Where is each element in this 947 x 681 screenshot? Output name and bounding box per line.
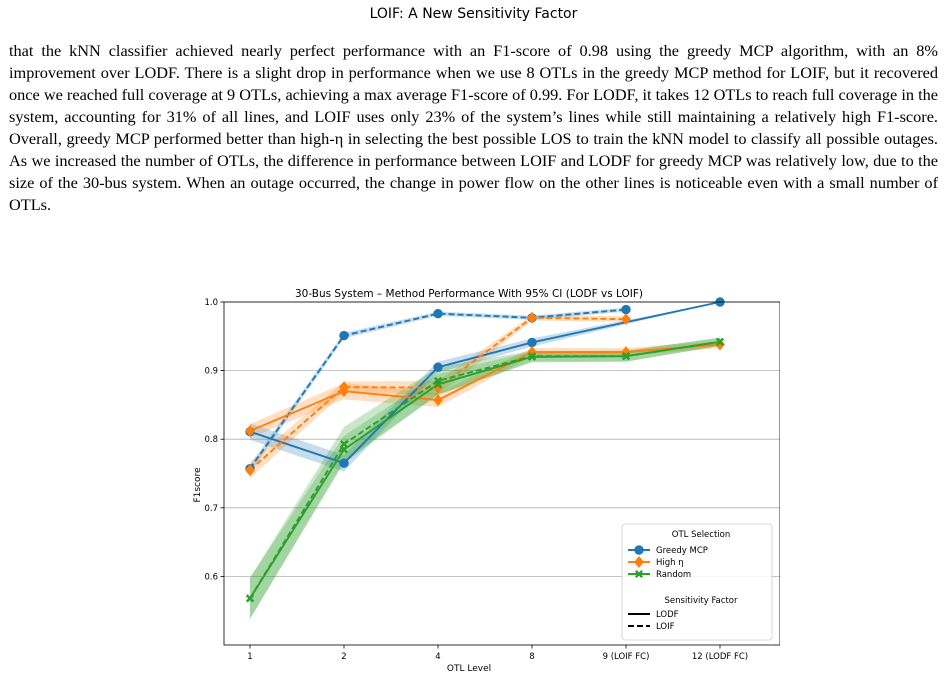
- legend-marker: [634, 545, 644, 555]
- y-tick-label: 0.8: [204, 435, 218, 445]
- data-point: [715, 338, 725, 351]
- ci-band: [250, 302, 720, 472]
- legend-label: Greedy MCP: [656, 546, 708, 556]
- series-line: [249, 308, 627, 470]
- series-line: [249, 343, 721, 432]
- chart: 30-Bus System – Method Performance With …: [193, 288, 781, 674]
- data-point: [339, 439, 349, 449]
- running-header: LOIF: A New Sensitivity Factor: [369, 6, 578, 22]
- legend-marker: [634, 569, 644, 579]
- data-point: [245, 594, 255, 603]
- data-point: [621, 313, 631, 326]
- data-point: [433, 308, 443, 319]
- x-tick-label: 9 (LOIF FC): [603, 652, 650, 662]
- x-tick-label: 12 (LODF FC): [692, 652, 748, 662]
- y-axis-label: F1score: [193, 467, 203, 503]
- x-axis-label: OTL Level: [447, 664, 491, 674]
- x-tick-label: 1: [247, 652, 252, 662]
- x-tick-label: 4: [435, 652, 440, 662]
- data-point: [433, 394, 443, 407]
- data-point: [527, 311, 537, 324]
- legend-box: [621, 523, 773, 641]
- y-tick-label: 0.7: [204, 504, 218, 514]
- legend-subtitle: Sensitivity Factor: [665, 596, 738, 606]
- legend-label: LODF: [656, 610, 679, 620]
- data-point: [433, 376, 443, 385]
- x-tick-label: 8: [529, 652, 534, 662]
- data-point: [339, 330, 349, 341]
- data-point: [527, 337, 537, 348]
- data-point: [715, 337, 725, 346]
- legend-label: LOIF: [656, 622, 675, 632]
- data-point: [245, 424, 255, 437]
- data-point: [527, 352, 537, 361]
- y-tick-label: 1.0: [204, 298, 218, 308]
- data-point: [245, 464, 255, 477]
- data-point: [339, 458, 349, 468]
- legend-label: High η: [656, 558, 684, 568]
- y-tick-label: 0.6: [204, 572, 218, 582]
- series-line: [249, 340, 721, 599]
- figure: 30-Bus System – Method Performance With …: [180, 278, 781, 676]
- legend-marker: [634, 556, 644, 568]
- body-paragraph: that the kNN classifier achieved nearly …: [9, 41, 938, 214]
- legend-title: OTL Selection: [672, 530, 731, 540]
- chart-title: 30-Bus System – Method Performance With …: [295, 288, 643, 300]
- data-point: [621, 304, 631, 315]
- data-point: [433, 362, 443, 372]
- y-tick-label: 0.9: [204, 367, 218, 377]
- x-tick-label: 2: [341, 652, 346, 662]
- data-point: [339, 381, 349, 394]
- legend-label: Random: [656, 570, 691, 580]
- data-point: [621, 352, 631, 361]
